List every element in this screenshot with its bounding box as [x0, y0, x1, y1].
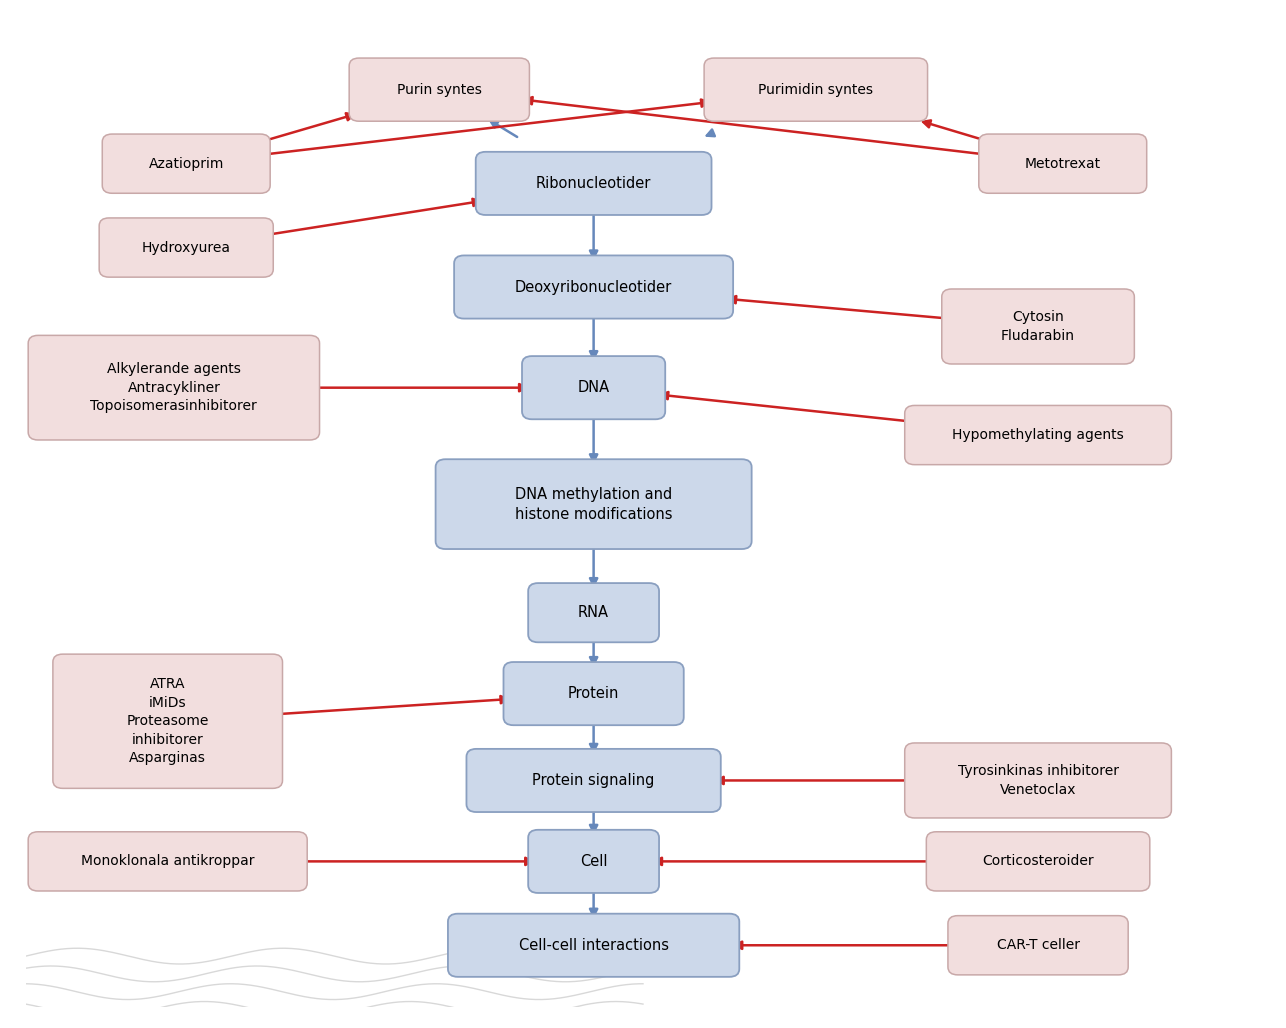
Text: Cytosin
Fludarabin: Cytosin Fludarabin [1001, 310, 1075, 342]
Text: Corticosteroider: Corticosteroider [983, 854, 1094, 869]
FancyBboxPatch shape [476, 152, 711, 215]
FancyBboxPatch shape [926, 832, 1150, 891]
FancyBboxPatch shape [705, 58, 927, 121]
FancyBboxPatch shape [948, 916, 1128, 975]
Text: Alkylerande agents
Antracykliner
Topoisomerasinhibitorer: Alkylerande agents Antracykliner Topoiso… [90, 362, 257, 413]
Text: Protein: Protein [568, 686, 620, 701]
FancyBboxPatch shape [350, 58, 530, 121]
Text: Cell: Cell [580, 854, 607, 869]
Text: Tyrosinkinas inhibitorer
Venetoclax: Tyrosinkinas inhibitorer Venetoclax [958, 764, 1119, 797]
FancyBboxPatch shape [53, 654, 283, 788]
Text: DNA methylation and
histone modifications: DNA methylation and histone modification… [514, 486, 673, 521]
Text: Monoklonala antikroppar: Monoklonala antikroppar [81, 854, 255, 869]
Text: DNA: DNA [577, 380, 610, 395]
FancyBboxPatch shape [28, 832, 307, 891]
FancyBboxPatch shape [103, 134, 270, 193]
Text: Azatioprim: Azatioprim [148, 156, 224, 171]
Text: CAR-T celler: CAR-T celler [997, 939, 1079, 952]
Text: Cell-cell interactions: Cell-cell interactions [518, 938, 669, 953]
FancyBboxPatch shape [905, 743, 1172, 818]
FancyBboxPatch shape [467, 748, 720, 812]
FancyBboxPatch shape [529, 830, 658, 893]
Text: Hydroxyurea: Hydroxyurea [141, 241, 230, 255]
FancyBboxPatch shape [979, 134, 1147, 193]
Text: Purimidin syntes: Purimidin syntes [759, 82, 873, 97]
FancyBboxPatch shape [529, 583, 658, 642]
Text: Hypomethylating agents: Hypomethylating agents [952, 428, 1124, 442]
Text: Metotrexat: Metotrexat [1025, 156, 1101, 171]
FancyBboxPatch shape [99, 218, 273, 278]
FancyBboxPatch shape [436, 460, 751, 549]
Text: ATRA
iMiDs
Proteasome
inhibitorer
Asparginas: ATRA iMiDs Proteasome inhibitorer Asparg… [126, 677, 208, 765]
FancyBboxPatch shape [504, 662, 684, 725]
Text: Deoxyribonucleotider: Deoxyribonucleotider [514, 280, 673, 294]
Text: RNA: RNA [579, 605, 610, 620]
Text: Ribonucleotider: Ribonucleotider [536, 176, 651, 191]
FancyBboxPatch shape [905, 405, 1172, 465]
FancyBboxPatch shape [941, 289, 1134, 364]
Text: Purin syntes: Purin syntes [397, 82, 482, 97]
FancyBboxPatch shape [522, 356, 665, 419]
Text: Protein signaling: Protein signaling [532, 773, 655, 787]
FancyBboxPatch shape [448, 914, 739, 977]
FancyBboxPatch shape [28, 335, 319, 440]
FancyBboxPatch shape [454, 255, 733, 319]
